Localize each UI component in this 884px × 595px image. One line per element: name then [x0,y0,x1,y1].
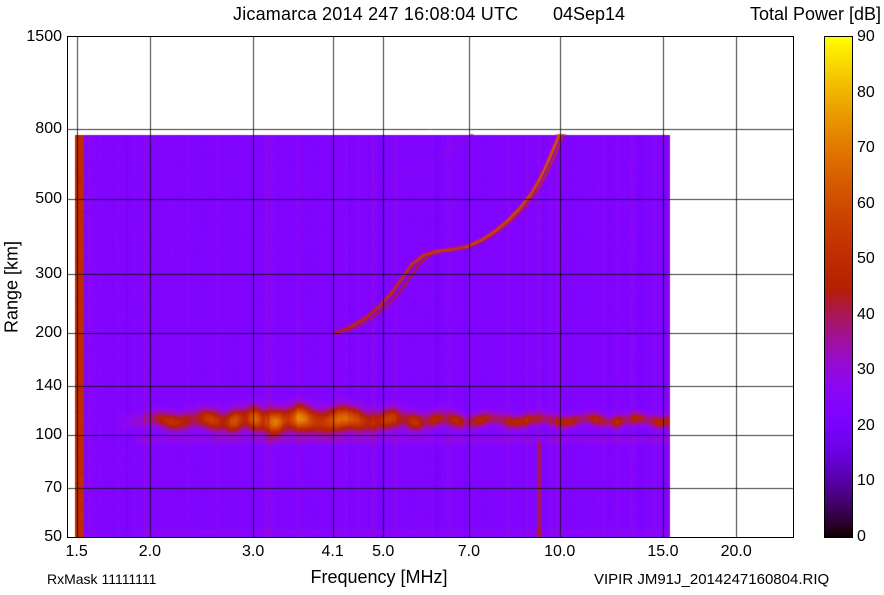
y-tick-label: 200 [35,324,62,342]
colorbar-tick-label: 70 [857,139,875,157]
y-tick-label: 140 [35,376,62,394]
y-tick-label: 800 [35,120,62,138]
colorbar-title: Total Power [dB] [749,4,881,24]
colorbar-tick-label: 60 [857,194,875,212]
ionogram-heatmap-canvas [67,36,794,538]
data-file-label: VIPIR JM91J_2014247160804.RIQ [594,571,830,588]
colorbar-tick-label: 80 [857,83,875,101]
y-tick-label: 70 [44,478,62,496]
colorbar-tick-label: 90 [857,28,875,45]
colorbar-tick-label: 10 [857,472,875,490]
colorbar-gradient-canvas [824,36,853,538]
rxmask-label: RxMask 11111111 [47,571,157,587]
x-tick-label: 2.0 [138,543,161,560]
y-tick-label: 500 [35,189,62,207]
plot-title: Jicamarca 2014 247 16:08:04 UTC [233,4,519,24]
x-tick-label: 4.1 [321,543,344,560]
x-tick-label: 7.0 [457,543,480,560]
x-tick-label: 5.0 [372,543,395,560]
colorbar-tick-label: 40 [857,305,875,323]
y-tick-label: 50 [44,528,62,545]
colorbar-tick-label: 0 [857,528,866,545]
x-axis-title: Frequency [MHz] [310,567,448,587]
x-tick-label: 3.0 [242,543,265,560]
x-tick-label: 15.0 [647,543,679,560]
y-tick-label: 300 [35,264,62,282]
y-axis-title: Range [km] [1,240,22,334]
x-tick-label: 1.5 [65,543,88,560]
x-tick-label: 10.0 [544,543,576,560]
x-tick-label: 20.0 [720,543,752,560]
colorbar-tick-label: 30 [857,361,875,379]
colorbar-tick-label: 20 [857,416,875,434]
colorbar-tick-label: 50 [857,250,875,268]
plot-date-label: 04Sep14 [553,4,626,24]
y-tick-label: 100 [35,426,62,444]
y-tick-label: 1500 [26,28,62,45]
